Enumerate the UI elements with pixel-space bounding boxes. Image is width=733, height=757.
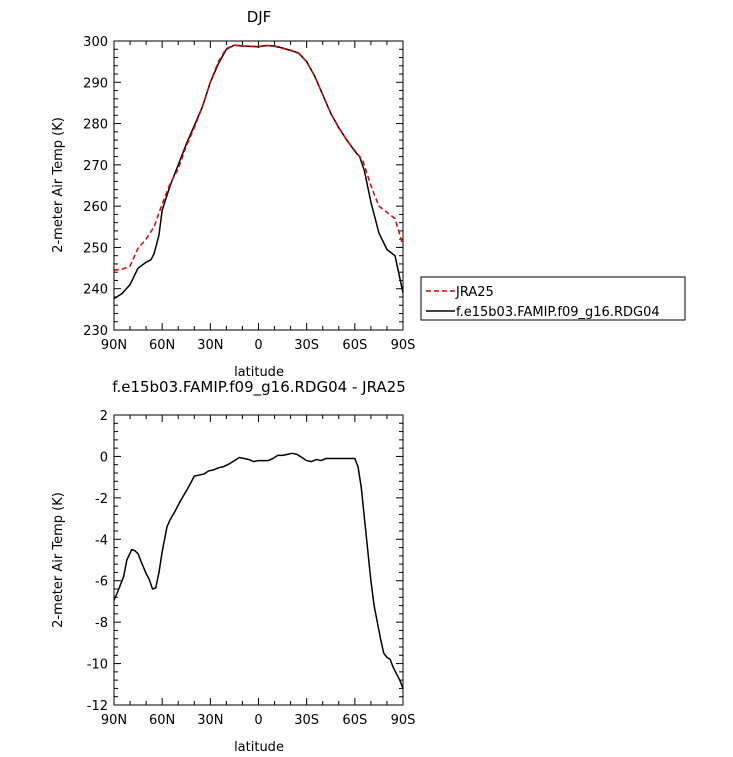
top-y-tick-label: 300 (83, 35, 108, 50)
legend: JRA25 f.e15b03.FAMIP.f09_g16.RDG04 (420, 276, 686, 321)
bottom-y-tick-label: -6 (95, 575, 108, 590)
top-chart: DJF 90N 60N 30N 0 30S 60S 90S 230 240 250 260 270 28… (51, 8, 686, 380)
top-y-tick-label: 260 (83, 200, 108, 215)
legend-label-model: f.e15b03.FAMIP.f09_g16.RDG04 (456, 305, 660, 320)
top-x-tick-label: 30N (197, 338, 223, 353)
bottom-x-tick-label: 90S (391, 713, 416, 728)
legend-label-jra25: JRA25 (455, 285, 494, 300)
top-x-tick-label: 30S (294, 338, 319, 353)
top-y-tick-label: 240 (83, 283, 108, 298)
top-y-tick-label: 230 (83, 324, 108, 339)
bottom-y-tick-label: -2 (95, 492, 108, 507)
legend-box (420, 276, 686, 321)
top-chart-lines (113, 44, 404, 300)
bottom-x-tick-label: 60N (149, 713, 175, 728)
bottom-y-tick-label: -12 (87, 699, 108, 714)
top-y-tick-label: 270 (83, 159, 108, 174)
top-x-tick-label: 90N (101, 338, 127, 353)
bottom-chart: f.e15b03.FAMIP.f09_g16.RDG04 - JRA25 90N… (51, 378, 415, 755)
top-chart-frame (113, 40, 404, 331)
bottom-x-tick-label: 60S (342, 713, 367, 728)
top-chart-ylabel: 2-meter Air Temp (K) (51, 117, 66, 253)
top-y-tick-label: 280 (83, 118, 108, 133)
bottom-chart-xlabel: latitude (234, 740, 284, 755)
bottom-chart-frame (113, 414, 404, 706)
bottom-y-tick-label: 2 (100, 409, 108, 424)
top-chart-title: DJF (247, 8, 272, 26)
bottom-x-tick-label: 90N (101, 713, 127, 728)
top-y-tick-label: 290 (83, 76, 108, 91)
bottom-x-tick-label: 30S (294, 713, 319, 728)
bottom-y-tick-label: -8 (95, 616, 108, 631)
bottom-chart-title: f.e15b03.FAMIP.f09_g16.RDG04 - JRA25 (112, 378, 405, 397)
bottom-chart-lines (113, 452, 404, 689)
top-series-line-f-e15b03-famip-f09-g16-rdg04 (113, 44, 404, 300)
bottom-chart-ylabel: 2-meter Air Temp (K) (51, 492, 66, 628)
bottom-y-tick-label: -4 (95, 533, 108, 548)
bottom-x-tick-label: 0 (254, 713, 262, 728)
top-x-tick-label: 0 (254, 338, 262, 353)
top-series-line-jra25 (113, 44, 404, 271)
bottom-x-tick-label: 30N (197, 713, 223, 728)
bottom-y-tick-label: 0 (100, 450, 108, 465)
top-chart-xlabel: latitude (234, 365, 284, 380)
top-x-tick-label: 60S (342, 338, 367, 353)
bottom-y-tick-label: -10 (87, 658, 108, 673)
top-x-tick-label: 90S (391, 338, 416, 353)
bottom-chart-ticks: 90N 60N 30N 0 30S 60S 90S -12 -10 -8 -6 -4 -2 0 2 (87, 409, 416, 728)
top-x-tick-label: 60N (149, 338, 175, 353)
top-chart-ticks: 90N 60N 30N 0 30S 60S 90S 230 240 250 260 270 280 290… (83, 35, 415, 353)
bottom-series-line-difference (113, 452, 404, 689)
top-y-tick-label: 250 (83, 241, 108, 256)
